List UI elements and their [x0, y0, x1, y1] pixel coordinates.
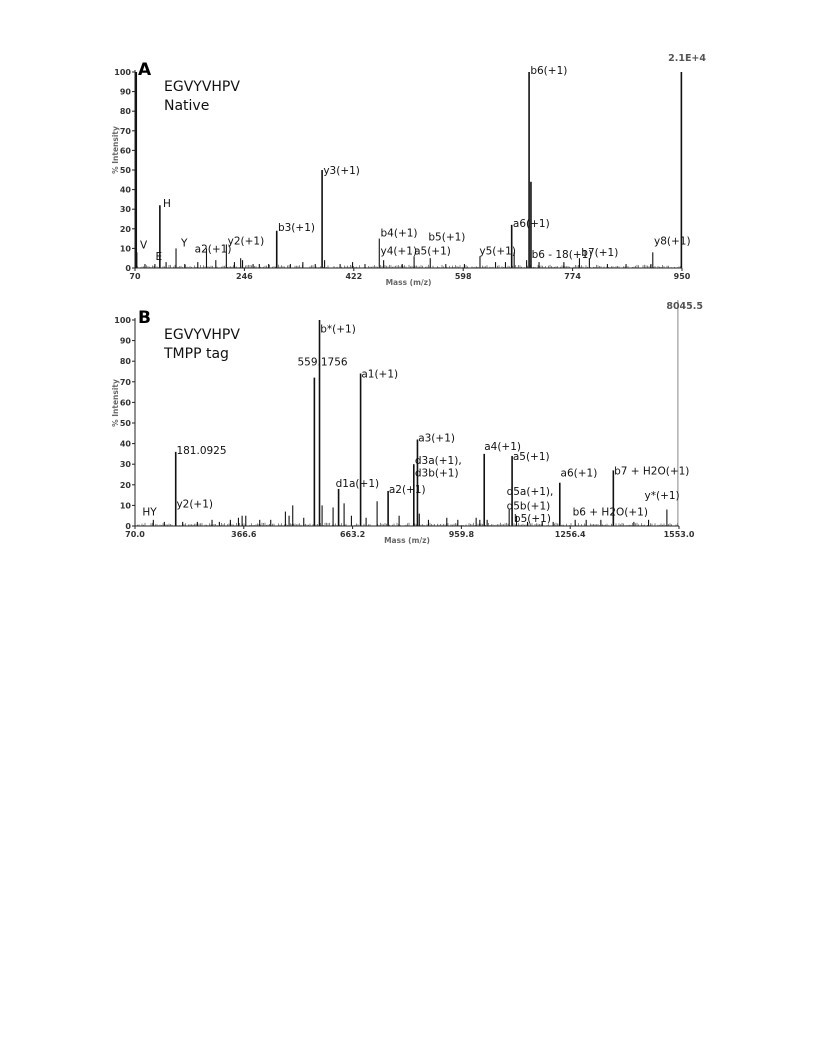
peak-label: a1(+1) [361, 369, 398, 381]
y-tick-label: 0 [125, 522, 131, 531]
peak-label: b7 + H2O(+1) [614, 466, 689, 478]
peak-label: b6 - 18(+1) [532, 249, 593, 261]
peak-label: b4(+1) [381, 228, 418, 240]
y-tick-label: 100 [114, 316, 131, 325]
peak-label: a2(+1) [195, 243, 232, 255]
x-axis-b: 70.0 366.6 663.2 959.8 1256.4 1553.0 [125, 525, 695, 539]
y-tick-label: 100 [114, 68, 131, 77]
peak-label: 559.1756 [298, 356, 348, 368]
max-intensity-a: 2.1E+4 [668, 53, 706, 64]
peak-label: b6(+1) [530, 65, 567, 77]
y-tick-label: 10 [120, 244, 132, 253]
peak-label: Y [180, 237, 188, 249]
panel-subtitle-b: TMPP tag [163, 346, 229, 362]
x-tick-label: 246 [236, 272, 253, 281]
x-axis-a: 70 246 422 598 774 950 [129, 267, 691, 281]
y-tick-label: 20 [120, 225, 132, 234]
spectrum-panel-b: 0 10 20 30 40 50 60 70 80 90 100 70.0 366.6 663.2 959… [111, 300, 703, 545]
y-tick-label: 40 [120, 440, 132, 449]
x-tick-label: 70 [129, 272, 141, 281]
y-axis-b: 0 10 20 30 40 50 60 70 80 90 100 [114, 316, 136, 531]
peak-label: a3(+1) [418, 433, 455, 445]
x-tick-label: 422 [345, 272, 362, 281]
x-tick-label: 950 [674, 272, 691, 281]
plot-area-a [135, 72, 682, 268]
peak-label: d3a(+1), [415, 455, 462, 467]
x-tick-label: 663.2 [340, 530, 365, 539]
peak-label: d5b(+1) [507, 501, 551, 513]
y-tick-label: 40 [120, 186, 132, 195]
peptide-sequence-b: EGVYVHPV [164, 327, 240, 343]
peak-label: b3(+1) [278, 222, 315, 234]
x-tick-label: 1256.4 [555, 530, 586, 539]
peak-label: y5(+1) [479, 245, 516, 257]
peak-label: y2(+1) [228, 235, 265, 247]
y-tick-label: 90 [120, 88, 132, 97]
y-axis-a: 0 10 20 30 40 50 60 70 80 90 100 [114, 68, 136, 273]
peak-label: H [163, 198, 171, 210]
y-tick-label: 80 [120, 107, 132, 116]
x-tick-label: 959.8 [449, 530, 475, 539]
peak-label: a2(+1) [389, 484, 426, 496]
peak-label: a5(+1) [513, 451, 550, 463]
y-tick-label: 70 [120, 378, 132, 387]
max-intensity-b: 8045.5 [666, 301, 703, 312]
y-tick-label: 10 [120, 501, 132, 510]
x-tick-label: 366.6 [231, 530, 257, 539]
peak-label: y3(+1) [323, 165, 360, 177]
peak-label: a5(+1) [414, 245, 451, 257]
y-tick-label: 30 [120, 460, 132, 469]
peaks-b [137, 300, 679, 526]
x-tick-label: 598 [455, 272, 472, 281]
y-tick-label: 80 [120, 357, 132, 366]
peaks-a [135, 72, 683, 268]
peak-labels-b: HY y2(+1) 181.0925 559.1756 b*(+1) d1a(+1) a1(… [142, 323, 689, 525]
plot-area-b [135, 320, 679, 526]
peak-label: y*(+1) [645, 490, 680, 502]
peak-label: y8(+1) [654, 235, 691, 247]
peak-label: b5(+1) [428, 232, 465, 244]
y-tick-label: 90 [120, 337, 132, 346]
peak-label: d5a(+1), [507, 486, 554, 498]
panel-subtitle-a: Native [164, 98, 209, 114]
peak-label: b5(+1) [514, 513, 551, 525]
peak-label: d3b(+1) [415, 468, 459, 480]
y-tick-label: 20 [120, 481, 132, 490]
panel-letter-b: B [138, 308, 151, 328]
peak-label: y2(+1) [176, 498, 213, 510]
peak-label: HY [142, 507, 157, 519]
peak-labels-a: VE H Y a2(+1)y2(+1) b3(+1) y3(+1) b4(+1) y4(+1)… [140, 65, 691, 263]
y-tick-label: 60 [120, 398, 132, 407]
peak-label: E [156, 251, 163, 263]
y-tick-label: 60 [120, 146, 132, 155]
y-tick-label: 70 [120, 127, 132, 136]
y-tick-label: 0 [125, 264, 131, 273]
y-tick-label: 50 [120, 166, 132, 175]
y-tick-label: 50 [120, 419, 132, 428]
x-axis-label-a: Mass (m/z) [386, 278, 432, 287]
peak-label: 181.0925 [176, 445, 226, 457]
spectrum-panel-a: 0 10 20 30 40 50 60 70 80 90 100 70 246 422 598 774 950… [111, 53, 706, 287]
peptide-sequence-a: EGVYVHPV [164, 79, 240, 95]
y-axis-label-a: % Intensity [111, 126, 120, 174]
x-tick-label: 70.0 [125, 530, 145, 539]
peak-label: a6(+1) [513, 218, 550, 230]
peak-label: a6(+1) [561, 468, 598, 480]
peak-label: b6 + H2O(+1) [573, 507, 648, 519]
peak-label: y4(+1) [381, 245, 418, 257]
panel-letter-a: A [138, 60, 152, 80]
x-axis-label-b: Mass (m/z) [384, 536, 430, 545]
x-tick-label: 774 [564, 272, 581, 281]
peak-label: b*(+1) [320, 323, 356, 335]
x-tick-label: 1553.0 [664, 530, 695, 539]
peak-label: a4(+1) [484, 441, 521, 453]
y-axis-label-b: % Intensity [111, 379, 120, 427]
y-tick-label: 30 [120, 205, 132, 214]
peak-label: V [140, 239, 148, 251]
peak-label: d1a(+1) [336, 478, 379, 490]
peak-label: b7(+1) [581, 247, 618, 259]
